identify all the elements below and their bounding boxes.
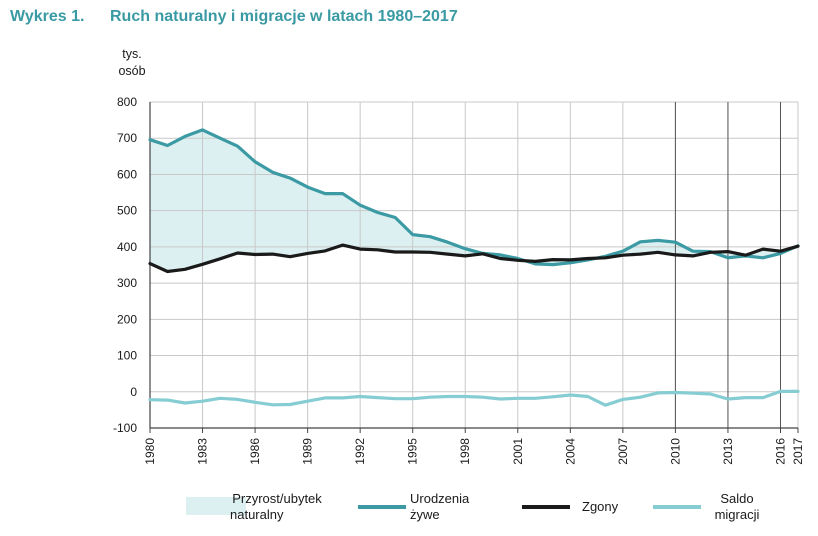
- x-tick-label-1992: 1992: [353, 438, 367, 465]
- y-tick-label-300: 300: [117, 276, 137, 290]
- legend-births-line-1: Urodzenia: [410, 491, 470, 506]
- figure-title: Wykres 1. Ruch naturalny i migracje w lat…: [10, 8, 458, 26]
- legend-natural-line-2: naturalny: [230, 507, 284, 522]
- y-axis-unit-line-2: osób: [118, 64, 146, 78]
- legend-swatch-deaths: [522, 505, 570, 509]
- series-layer: [148, 128, 800, 407]
- legend-swatch-natural-increase: [186, 497, 246, 515]
- legend-label-migration: Saldo migracji: [702, 491, 772, 523]
- y-tick-label-200: 200: [117, 312, 137, 326]
- x-tick-label-1983: 1983: [196, 438, 210, 465]
- y-tick-label-800: 800: [117, 95, 137, 109]
- legend-label-deaths: Zgony: [582, 499, 642, 515]
- legend-swatch-migration: [653, 505, 701, 509]
- legend-migration-line-2: migracji: [714, 507, 760, 522]
- x-tick-label-2013: 2013: [721, 438, 735, 465]
- tick-layer: 800 700 600 500 400 300 200 100 0 -100 1980 1983 198…: [113, 95, 805, 465]
- figure-title-text: Ruch naturalny i migracje w latach 1980–…: [110, 8, 458, 25]
- y-tick-label-400: 400: [117, 240, 137, 254]
- grid-layer: [149, 101, 799, 429]
- legend-label-natural-increase: Przyrost/ubytek naturalny: [222, 491, 332, 523]
- series-line-births: [148, 128, 800, 267]
- y-tick-label-100: 100: [117, 349, 137, 363]
- legend-migration-line-1: Saldo: [720, 491, 754, 506]
- series-line-deaths: [148, 243, 800, 274]
- x-tick-label-2010: 2010: [668, 438, 682, 465]
- legend-label-births: Urodzenia żywe: [410, 491, 480, 523]
- legend-swatch-births: [358, 505, 406, 509]
- y-tick-label-500: 500: [117, 204, 137, 218]
- y-tick-label-0: 0: [130, 385, 137, 399]
- x-tick-label-2016: 2016: [773, 438, 787, 465]
- y-axis-unit-line-1: tys.: [122, 47, 142, 61]
- x-tick-label-1980: 1980: [143, 438, 157, 465]
- x-tick-label-1986: 1986: [248, 438, 262, 465]
- x-tick-label-1989: 1989: [301, 438, 315, 465]
- figure-number: Wykres 1.: [10, 8, 85, 25]
- natural-increase-area-layer: [150, 129, 798, 272]
- x-tick-label-2001: 2001: [511, 438, 525, 465]
- x-tick-label-1995: 1995: [406, 438, 420, 465]
- x-tick-label-2007: 2007: [616, 438, 630, 465]
- x-tick-label-1998: 1998: [458, 438, 472, 465]
- series-line-migration: [148, 389, 800, 407]
- legend-deaths-line-1: Zgony: [582, 499, 619, 514]
- natural-increase-area: [150, 129, 798, 272]
- y-axis-unit: tys. osób: [114, 46, 150, 80]
- x-tick-label-2017: 2017: [791, 438, 805, 465]
- x-tick-label-2004: 2004: [563, 438, 577, 465]
- y-tick-label--100: -100: [113, 421, 137, 435]
- y-tick-label-600: 600: [117, 167, 137, 181]
- legend-natural-line-1: Przyrost/ubytek: [232, 491, 322, 506]
- y-tick-label-700: 700: [117, 131, 137, 145]
- legend-births-line-2: żywe: [410, 507, 440, 522]
